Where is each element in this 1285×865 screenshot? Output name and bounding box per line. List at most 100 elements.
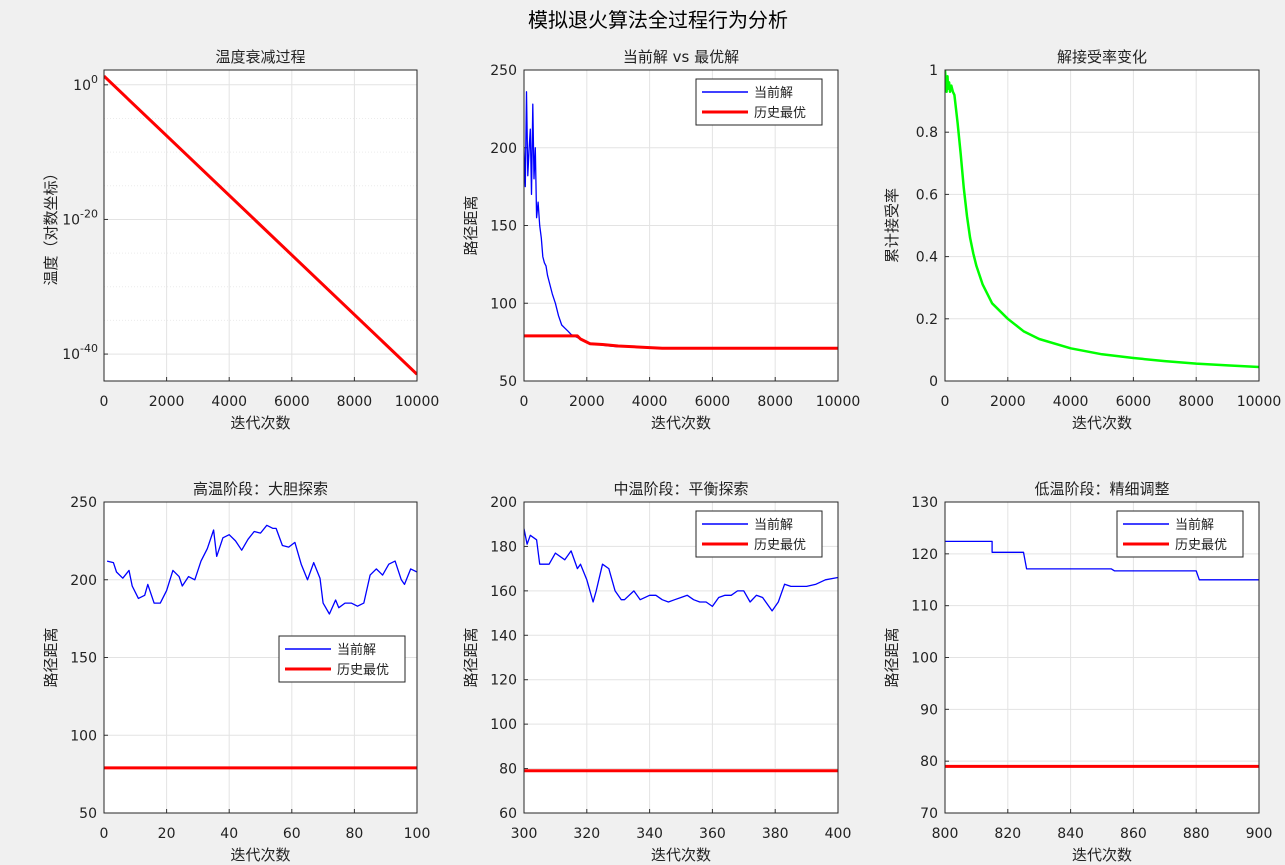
axes-frame: [523, 69, 839, 382]
x-axis-label: 迭代次数: [230, 414, 290, 432]
x-tick-label: 0: [100, 394, 109, 410]
x-tick-label: 300: [511, 826, 538, 842]
y-tick-label: 100: [70, 728, 97, 744]
y-tick-label: 50: [79, 806, 97, 822]
y-tick-label: 100: [490, 296, 517, 312]
y-tick-label: 100: [490, 717, 517, 733]
x-tick-label: 380: [762, 826, 789, 842]
axes-frame: [944, 501, 1260, 814]
y-tick-label: 130: [911, 495, 938, 511]
y-tick-label: 0.8: [916, 125, 938, 141]
x-tick-label: 60: [283, 826, 301, 842]
y-tick-label: 150: [70, 651, 97, 667]
x-tick-label: 2000: [990, 394, 1026, 410]
y-tick-label: 0: [929, 374, 938, 390]
y-tick-label: 100: [911, 651, 938, 667]
legend-label: 当前解: [1175, 517, 1214, 533]
y-axis-label: 路径距离: [42, 627, 60, 687]
x-axis-label: 迭代次数: [651, 846, 711, 864]
series-line-1: [945, 540, 1259, 581]
panels-container: 0 2000 4000 6000 8000 1000010010-2010-40温度衰减过…: [42, 48, 1281, 864]
axes-frame: [103, 69, 418, 382]
y-tick-label: 100: [73, 73, 98, 94]
y-tick-base: 10: [62, 212, 80, 228]
subplot-title: 高温阶段：大胆探索: [193, 480, 328, 498]
x-tick-label: 10000: [816, 394, 861, 410]
y-tick-label: 110: [911, 599, 938, 615]
x-tick-label: 860: [1120, 826, 1147, 842]
y-tick-exponent: 0: [91, 73, 98, 86]
y-tick-label: 90: [920, 702, 938, 718]
y-tick-label: 1: [929, 63, 938, 79]
x-axis-label: 迭代次数: [230, 846, 290, 864]
axes-frame: [944, 69, 1260, 382]
x-tick-label: 340: [636, 826, 663, 842]
x-tick-label: 800: [932, 826, 959, 842]
y-tick-base: 10: [73, 78, 91, 94]
y-tick-exponent: -20: [80, 207, 98, 220]
legend-label: 历史最优: [754, 106, 806, 121]
y-tick-label: 10-20: [62, 207, 98, 228]
figure-suptitle: 模拟退火算法全过程行为分析: [528, 8, 788, 32]
x-tick-label: 20: [158, 826, 176, 842]
y-tick-label: 10-40: [62, 342, 98, 363]
y-tick-base: 10: [62, 347, 80, 363]
legend-label: 当前解: [754, 85, 793, 101]
x-tick-label: 80: [345, 826, 363, 842]
series-line-2: [524, 334, 838, 350]
y-tick-label: 120: [490, 673, 517, 689]
series-line-1: [106, 524, 417, 615]
x-tick-label: 100: [404, 826, 431, 842]
y-tick-label: 160: [490, 584, 517, 600]
subplot-title: 解接受率变化: [1057, 48, 1147, 66]
y-tick-label: 150: [490, 219, 517, 235]
legend-box: [278, 635, 406, 683]
y-tick-label: 80: [499, 762, 517, 778]
x-axis-label: 迭代次数: [651, 414, 711, 432]
x-tick-label: 10000: [1237, 394, 1282, 410]
y-tick-label: 0.6: [916, 187, 938, 203]
y-axis-label: 路径距离: [462, 627, 480, 687]
x-tick-label: 320: [573, 826, 600, 842]
x-tick-label: 10000: [395, 394, 440, 410]
series-line-1: [524, 528, 838, 612]
y-tick-label: 200: [490, 141, 517, 157]
axes-frame: [103, 501, 418, 814]
y-tick-exponent: -40: [80, 342, 98, 355]
x-tick-label: 400: [825, 826, 852, 842]
legend-label: 当前解: [337, 642, 376, 658]
x-tick-label: 840: [1057, 826, 1084, 842]
y-tick-label: 60: [499, 806, 517, 822]
x-tick-label: 40: [220, 826, 238, 842]
x-tick-label: 4000: [211, 394, 247, 410]
x-axis-label: 迭代次数: [1072, 846, 1132, 864]
legend-label: 历史最优: [754, 538, 806, 553]
y-tick-label: 180: [490, 539, 517, 555]
x-tick-label: 6000: [1116, 394, 1152, 410]
y-tick-label: 0.4: [916, 250, 938, 266]
y-tick-label: 70: [920, 806, 938, 822]
subplot-title: 中温阶段：平衡探索: [613, 480, 748, 498]
legend-label: 历史最优: [1175, 538, 1227, 553]
y-tick-label: 140: [490, 628, 517, 644]
y-tick-label: 120: [911, 547, 938, 563]
x-tick-label: 4000: [632, 394, 668, 410]
y-axis-label: 累计接受率: [883, 188, 901, 263]
y-tick-label: 200: [70, 573, 97, 589]
subplot-title: 当前解 vs 最优解: [623, 48, 739, 66]
y-tick-label: 250: [70, 495, 97, 511]
x-tick-label: 0: [100, 826, 109, 842]
x-tick-label: 2000: [569, 394, 605, 410]
x-tick-label: 6000: [274, 394, 310, 410]
x-tick-label: 360: [699, 826, 726, 842]
y-axis-label: 路径距离: [883, 627, 901, 687]
subplot-5: 300 320 340 360 380 400 60 80 100 120 140 160 180 200…: [462, 480, 851, 864]
y-tick-label: 50: [499, 374, 517, 390]
legend-label: 历史最优: [337, 663, 389, 678]
subplot-1: 0 2000 4000 6000 8000 1000010010-2010-40温度衰减过…: [42, 48, 439, 432]
legend-box: [695, 78, 823, 126]
